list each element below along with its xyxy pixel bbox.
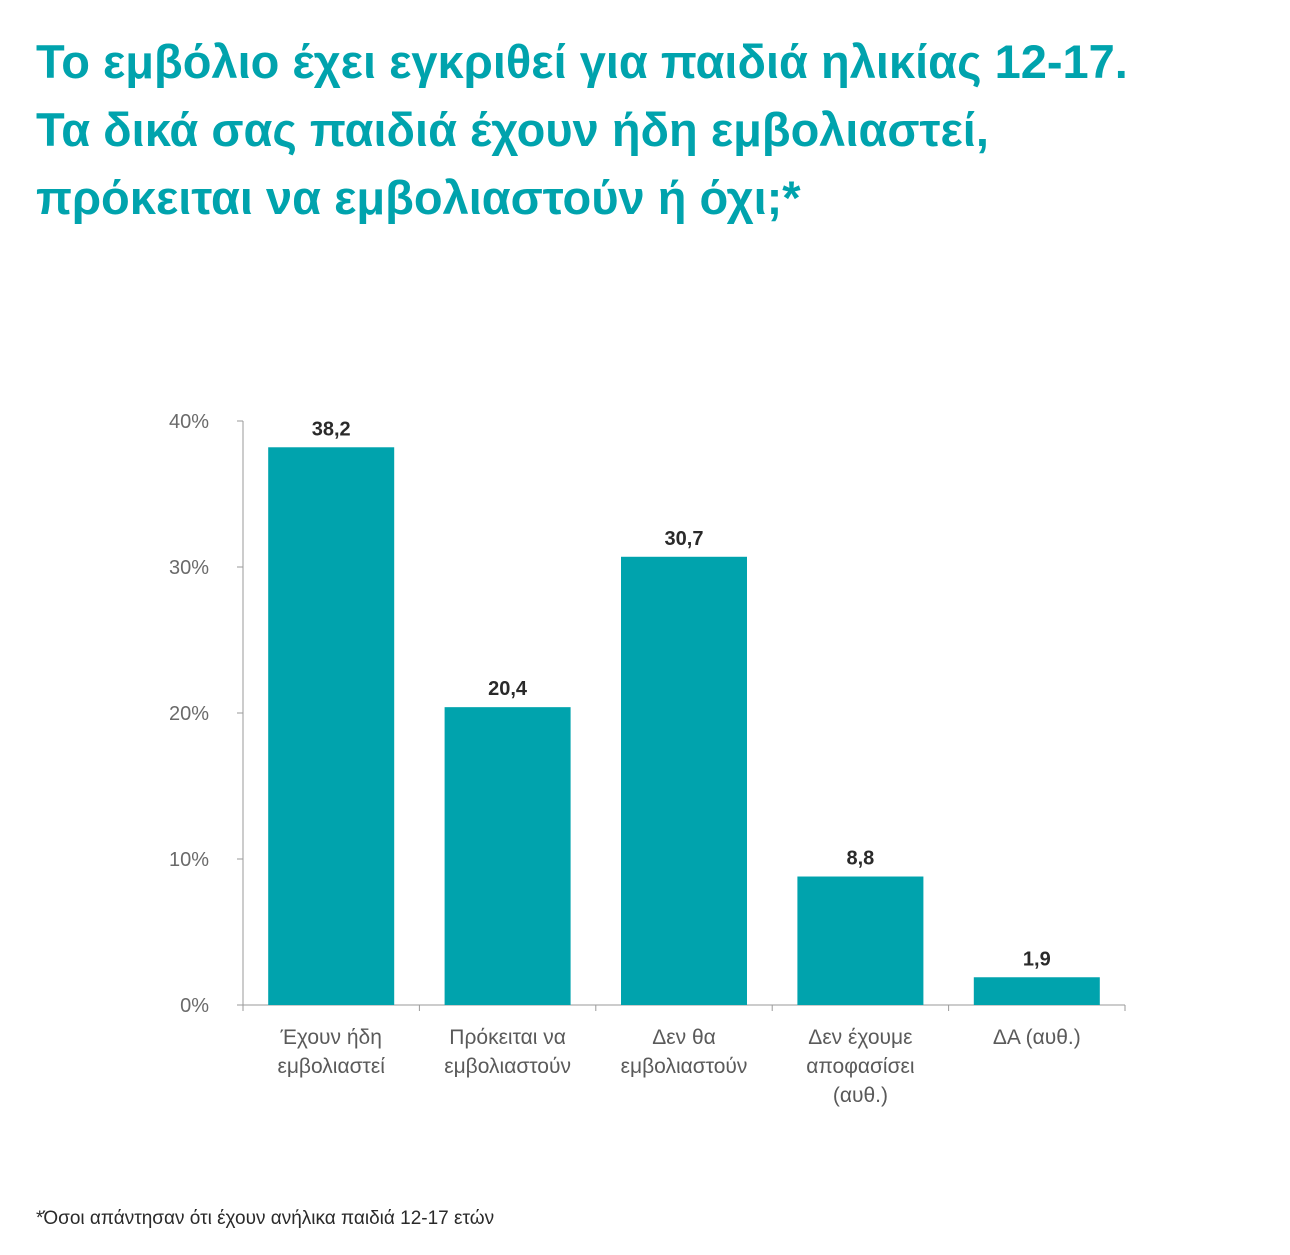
- data-label: 38,2: [312, 418, 351, 440]
- bar: [973, 977, 1100, 1005]
- x-category-label-line: Έχουν ήδη: [280, 1026, 382, 1049]
- y-tick-label: 0%: [180, 995, 209, 1017]
- title-line-3: πρόκειται να εμβολιαστούν ή όχι;*: [36, 171, 801, 224]
- x-category-label: Έχουν ήδη εμβολιαστεί: [256, 1023, 406, 1081]
- title-line-2: Τα δικά σας παιδιά έχουν ήδη εμβολιαστεί…: [36, 103, 989, 156]
- x-category-label: ΔΑ (αυθ.): [962, 1023, 1112, 1052]
- x-category-label: Δεν θα εμβολιαστούν: [609, 1023, 759, 1081]
- x-category-label: Πρόκειται να εμβολιαστούν: [433, 1023, 583, 1081]
- bar: [621, 556, 747, 1005]
- x-category-label-line: ΔΑ (αυθ.): [992, 1026, 1081, 1049]
- bar: [444, 707, 571, 1005]
- x-category-label-line: αποφασίσει: [806, 1055, 915, 1078]
- x-category-label-line: εμβολιαστεί: [277, 1055, 385, 1078]
- y-tick-label: 20%: [169, 703, 209, 725]
- y-tick-label: 10%: [169, 849, 209, 871]
- footnote: *Όσοι απάντησαν ότι έχουν ανήλικα παιδιά…: [36, 1208, 495, 1229]
- x-category-label: Δεν έχουμε αποφασίσει (αυθ.): [785, 1023, 935, 1110]
- data-label: 8,8: [846, 848, 874, 870]
- x-category-label-line: εμβολιαστούν: [620, 1055, 748, 1078]
- x-category-label-line: Δεν έχουμε: [808, 1026, 913, 1049]
- bar: [797, 876, 924, 1005]
- y-tick-label: 30%: [169, 557, 209, 579]
- data-label: 30,7: [665, 528, 704, 550]
- x-category-label-line: Δεν θα: [652, 1026, 716, 1049]
- chart-title: Το εμβόλιο έχει εγκριθεί για παιδιά ηλικ…: [36, 28, 1276, 232]
- y-tick-label: 40%: [169, 411, 209, 433]
- title-line-1: Το εμβόλιο έχει εγκριθεί για παιδιά ηλικ…: [36, 35, 1128, 88]
- x-category-label-line: εμβολιαστούν: [444, 1055, 571, 1078]
- bar: [268, 447, 395, 1005]
- x-category-label-line: (αυθ.): [832, 1084, 888, 1107]
- x-category-label-line: Πρόκειται να: [449, 1026, 566, 1049]
- data-label: 20,4: [488, 678, 528, 700]
- data-label: 1,9: [1023, 948, 1051, 970]
